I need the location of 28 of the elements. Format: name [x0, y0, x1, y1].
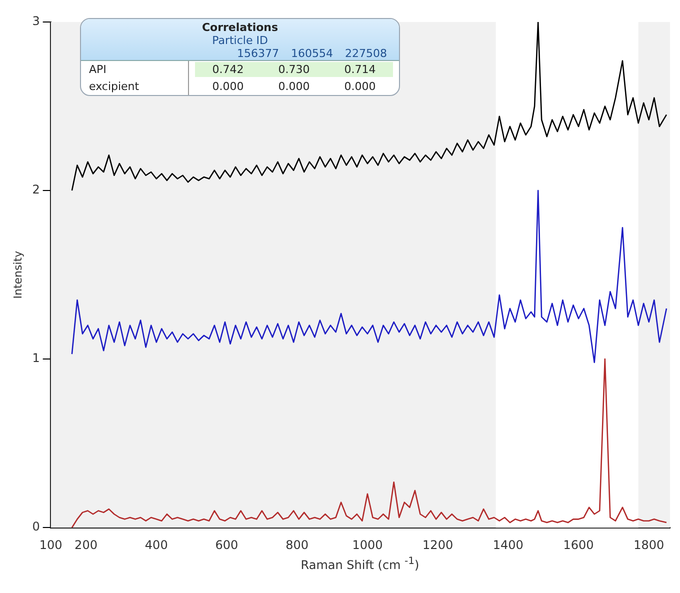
annotation: 227508	[344, 47, 388, 60]
y-tick-label: 2	[32, 182, 40, 197]
table-cell: API	[81, 61, 189, 78]
x-tick-label: 1600	[563, 538, 594, 552]
annotation: Correlations	[200, 21, 280, 34]
annotation: Particle ID	[211, 34, 269, 47]
x-tick-label: 1800	[634, 538, 664, 552]
x-tick-label: 100	[39, 538, 62, 552]
annotation: 0.714	[343, 62, 377, 77]
y-tick-label: 1	[32, 351, 40, 366]
y-tick-label: 3	[32, 14, 40, 28]
x-tick-label: 200	[74, 538, 98, 552]
x-tick-label: 1400	[492, 538, 524, 552]
annotation: 0.742	[211, 62, 245, 77]
annotation: 160554	[290, 47, 334, 60]
y-axis-title: Intensity	[11, 250, 24, 299]
x-axis-title: Raman Shift (cm $^{-1}$)	[300, 556, 420, 572]
annotation: 0.730	[277, 62, 311, 77]
table-cell-text: 0.000 0.000 0.000	[211, 79, 377, 94]
table-cell: 0.742 0.730 0.714	[195, 62, 393, 77]
x-tick-label: 400	[144, 538, 168, 552]
x-tick-label: 1200	[422, 538, 454, 552]
x-tick-label: 1000	[352, 538, 383, 552]
x-tick-label: 800	[286, 538, 309, 552]
annotation: 156377	[236, 47, 280, 60]
x-tick-label: 600	[215, 538, 238, 552]
y-tick-label: 0	[32, 520, 40, 534]
table-cell: excipient	[81, 78, 189, 95]
